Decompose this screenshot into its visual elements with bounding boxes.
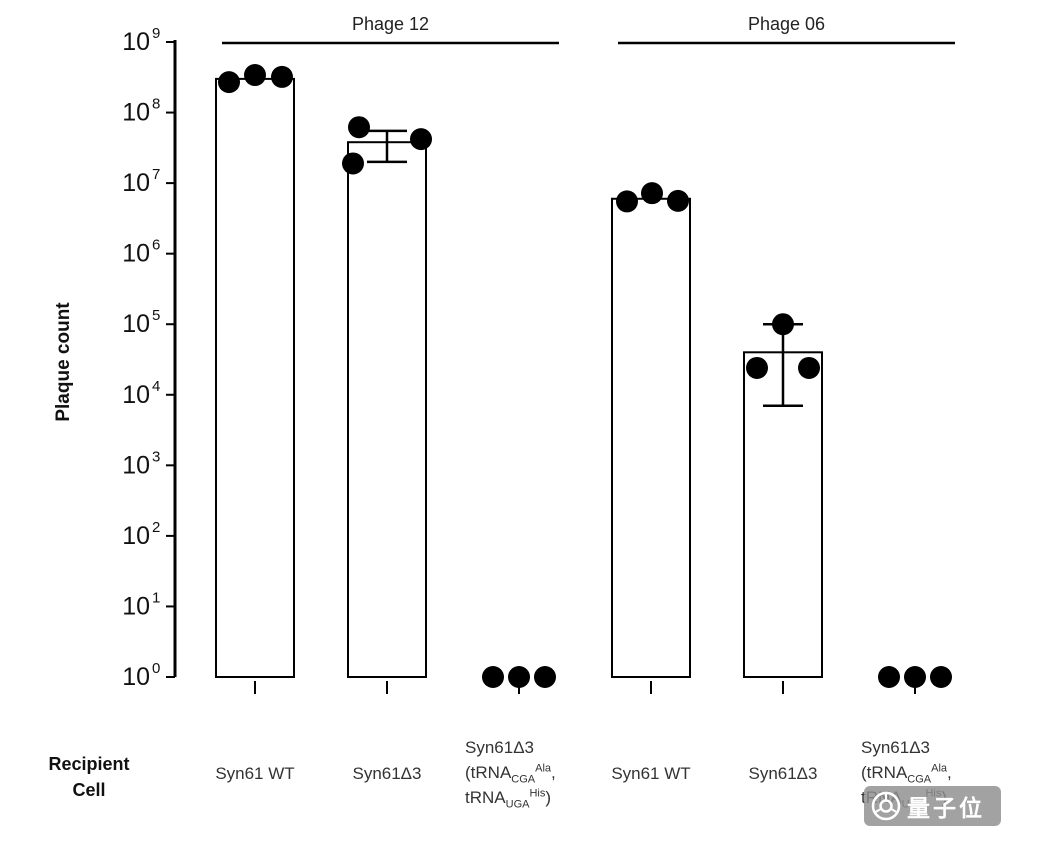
data-point: [410, 128, 432, 151]
data-point: [930, 666, 952, 688]
y-tick-exponent: 5: [152, 307, 160, 324]
bar: [347, 141, 427, 678]
data-point: [244, 64, 266, 87]
y-axis-title: Plaque count: [53, 302, 74, 422]
x-category-label: Syn61Δ3: [748, 764, 818, 783]
y-tick-label: 10: [122, 240, 150, 268]
y-tick-exponent: 4: [152, 378, 160, 395]
y-tick-exponent: 1: [152, 589, 160, 606]
data-point: [772, 313, 794, 336]
y-tick-exponent: 2: [152, 519, 160, 536]
y-tick-label: 10: [122, 592, 150, 620]
y-tick-exponent: 0: [152, 660, 160, 677]
y-tick-label: 10: [122, 522, 150, 550]
data-point: [798, 356, 820, 379]
y-tick-label: 10: [122, 381, 150, 409]
group-header-label: Phage 06: [748, 14, 825, 34]
data-point: [616, 190, 638, 213]
y-tick-exponent: 3: [152, 448, 160, 465]
y-tick-exponent: 7: [152, 166, 160, 183]
data-point: [878, 666, 900, 688]
data-point: [904, 666, 926, 688]
data-point: [348, 116, 370, 139]
x-category-label: Syn61 WT: [215, 764, 295, 783]
y-tick-exponent: 8: [152, 96, 160, 113]
y-tick-exponent: 6: [152, 237, 160, 254]
y-tick-label: 10: [122, 28, 150, 56]
data-point: [218, 71, 240, 94]
data-point: [534, 666, 556, 688]
y-tick-label: 10: [122, 310, 150, 338]
watermark-badge: 量子位: [864, 786, 1001, 826]
data-point: [271, 65, 293, 88]
x-category-label: Syn61Δ3: [352, 764, 422, 783]
data-point: [508, 666, 530, 688]
bar: [611, 197, 691, 679]
data-point: [641, 182, 663, 205]
x-axis-title-line1: Recipient: [48, 754, 130, 774]
data-point: [482, 666, 504, 688]
y-tick-label: 10: [122, 451, 150, 479]
x-category-label: Syn61Δ3(tRNACGAAla,tRNAUGAHis): [465, 738, 556, 811]
x-axis-title: Recipient Cell: [33, 751, 145, 803]
data-point: [746, 356, 768, 379]
y-tick-label: 10: [122, 169, 150, 197]
group-header-label: Phage 12: [352, 14, 429, 34]
y-tick-label: 10: [122, 663, 150, 691]
data-point: [342, 152, 364, 175]
x-category-label: Syn61 WT: [611, 764, 691, 783]
watermark-text: 量子位: [907, 795, 985, 821]
y-tick-label: 10: [122, 99, 150, 127]
bar: [215, 77, 295, 678]
qbitai-aperture-logo-icon: [869, 789, 903, 823]
data-point: [667, 189, 689, 212]
x-axis-title-line2: Cell: [72, 780, 106, 800]
y-tick-exponent: 9: [152, 25, 160, 42]
